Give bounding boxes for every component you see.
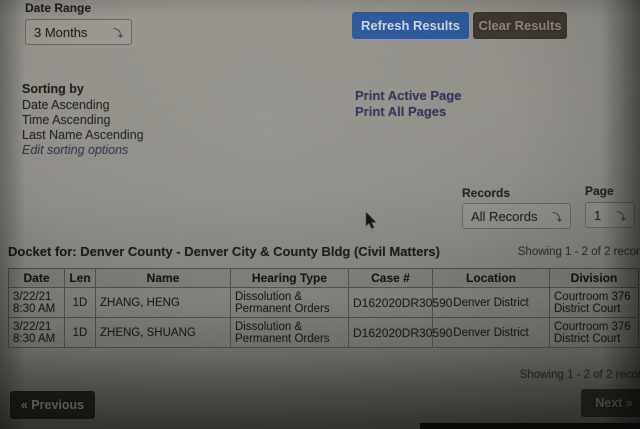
sorting-option-lastname: Last Name Ascending: [22, 128, 144, 142]
cell-division: Courtroom 376 District Court: [549, 317, 639, 348]
date-range-select[interactable]: 3 Months ⤵: [25, 19, 132, 45]
table-row[interactable]: 3/22/21 8:30 AM 1D ZHENG, SHUANG Dissolu…: [8, 317, 639, 348]
showing-records-bottom: Showing 1 - 2 of 2 records: [519, 369, 640, 381]
cell-len: 1D: [64, 287, 96, 318]
print-active-page-link[interactable]: Print Active Page: [355, 88, 462, 103]
cell-date: 3/22/21 8:30 AM: [8, 287, 65, 318]
showing-records-top: Showing 1 - 2 of 2 records: [517, 246, 640, 258]
print-all-pages-link[interactable]: Print All Pages: [355, 104, 447, 119]
cell-case-number: D162020DR30590: [348, 317, 452, 348]
table-header-row: Date Len Name Hearing Type Case # Locati…: [8, 268, 639, 288]
cell-hearing-type: Dissolution & Permanent Orders: [230, 287, 349, 318]
previous-page-button[interactable]: « Previous: [10, 391, 95, 419]
cell-len: 1D: [64, 317, 96, 348]
date-range-value: 3 Months: [34, 24, 88, 40]
column-header-hearing-type[interactable]: Hearing Type: [230, 268, 349, 288]
cell-date: 3/22/21 8:30 AM: [8, 317, 65, 348]
print-links: Print Active Page Print All Pages: [355, 88, 461, 120]
date-range-group: Date Range 3 Months ⤵: [25, 1, 132, 45]
screen-bezel-strip: [420, 423, 640, 429]
chevron-down-icon: ⤵: [616, 211, 626, 223]
date-range-label: Date Range: [25, 1, 92, 15]
column-header-location[interactable]: Location: [432, 268, 550, 288]
cell-case-number: D162020DR30590: [348, 287, 452, 318]
cell-hearing-type: Dissolution & Permanent Orders: [230, 317, 349, 348]
docket-title: Docket for: Denver County - Denver City …: [8, 244, 440, 259]
cell-division: Courtroom 376 District Court: [549, 287, 639, 318]
cell-name: ZHENG, SHUANG: [95, 317, 231, 348]
records-group: Records All Records ⤵: [462, 186, 571, 229]
clear-results-button[interactable]: Clear Results: [473, 12, 567, 39]
page-value: 1: [594, 207, 602, 223]
column-header-len[interactable]: Len: [64, 268, 96, 288]
records-label: Records: [462, 186, 511, 200]
sorting-option-date: Date Ascending: [22, 98, 110, 112]
cell-location: Denver District: [432, 317, 550, 348]
refresh-results-button[interactable]: Refresh Results: [352, 12, 469, 39]
table-row[interactable]: 3/22/21 8:30 AM 1D ZHANG, HENG Dissoluti…: [8, 287, 639, 318]
edit-sorting-options-link[interactable]: Edit sorting options: [22, 143, 129, 157]
page-group: Page 1 ⤵: [585, 184, 635, 228]
chevron-down-icon: ⤵: [552, 212, 562, 224]
docket-table: Date Len Name Hearing Type Case # Locati…: [8, 268, 639, 348]
column-header-name[interactable]: Name: [95, 268, 231, 288]
mouse-cursor-icon: [365, 211, 378, 235]
column-header-date[interactable]: Date: [8, 268, 65, 288]
records-select[interactable]: All Records ⤵: [462, 203, 571, 229]
column-header-case-number[interactable]: Case #: [348, 268, 433, 288]
column-header-division[interactable]: Division: [549, 268, 639, 288]
sorting-section: Sorting by Date Ascending Time Ascending…: [22, 82, 144, 158]
records-value: All Records: [471, 208, 538, 224]
cell-location: Denver District: [432, 287, 550, 318]
sorting-option-time: Time Ascending: [22, 113, 111, 127]
sorting-title: Sorting by: [22, 82, 84, 96]
chevron-down-icon: ⤵: [113, 28, 123, 40]
next-page-button[interactable]: Next »: [581, 389, 640, 417]
page-label: Page: [585, 184, 614, 198]
cell-name: ZHANG, HENG: [95, 287, 231, 318]
page-select[interactable]: 1 ⤵: [585, 202, 635, 228]
